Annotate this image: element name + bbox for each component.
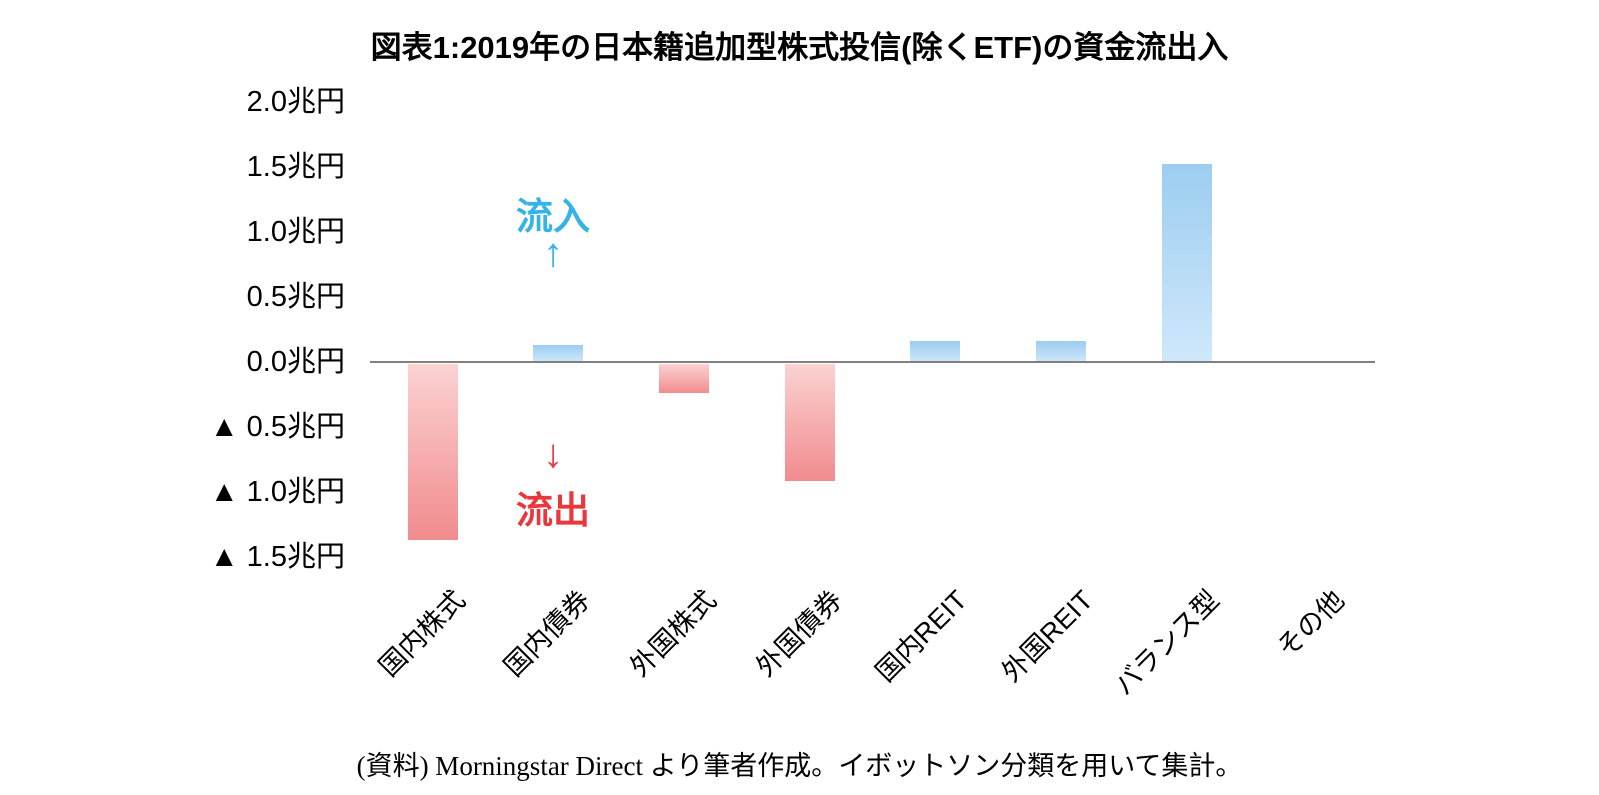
- outflow-annotation-label: 流出: [516, 490, 590, 531]
- chart-bar: [1035, 341, 1086, 362]
- chart-bar: [1161, 164, 1212, 362]
- chart-title: 図表1:2019年の日本籍追加型株式投信(除くETF)の資金流出入: [370, 30, 1229, 65]
- y-axis-tick-label: ▲ 1.5兆円: [209, 541, 345, 573]
- outflow-down-arrow-icon: ↓: [543, 432, 563, 476]
- chart-bar: [533, 345, 584, 362]
- chart-bar: [910, 341, 961, 362]
- plot-area: 国内株式 国内債券 外国株式 外国債券 国内REIT 外国REIT バランス型 その他: [370, 88, 1375, 728]
- y-axis-tick-label: ▲ 0.5兆円: [209, 411, 345, 443]
- chart-bar: [784, 364, 835, 481]
- y-axis-tick-label: 1.0兆円: [246, 216, 345, 248]
- zero-axis-line: [370, 361, 1375, 363]
- inflow-annotation-label: 流入: [516, 196, 590, 237]
- chart-bar: [407, 364, 458, 540]
- y-axis: 2.0兆円 1.5兆円 1.0兆円 0.5兆円 0.0兆円 ▲ 0.5兆円 ▲ 1.0兆円 ▲…: [120, 86, 345, 573]
- y-axis-tick-label: 1.5兆円: [246, 151, 345, 183]
- y-axis-tick-label: 0.5兆円: [246, 281, 345, 313]
- chart-bar: [659, 364, 710, 393]
- y-axis-tick-label: 2.0兆円: [246, 86, 345, 118]
- y-axis-tick-label: ▲ 1.0兆円: [209, 476, 345, 508]
- inflow-up-arrow-icon: ↑: [543, 231, 563, 275]
- source-note: (資料) Morningstar Direct より筆者作成。イボットソン分類を…: [356, 751, 1243, 781]
- y-axis-tick-label: 0.0兆円: [246, 346, 345, 378]
